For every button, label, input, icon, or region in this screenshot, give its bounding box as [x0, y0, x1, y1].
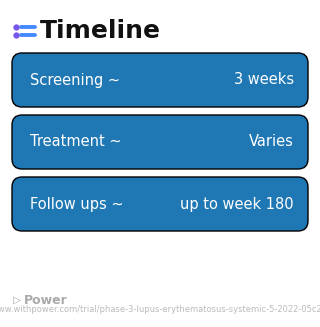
- Text: Screening ~: Screening ~: [30, 73, 120, 88]
- Text: www.withpower.com/trial/phase-3-lupus-erythematosus-systemic-5-2022-05c28: www.withpower.com/trial/phase-3-lupus-er…: [0, 304, 320, 314]
- Text: Treatment ~: Treatment ~: [30, 134, 122, 149]
- Text: Varies: Varies: [249, 134, 294, 149]
- FancyBboxPatch shape: [12, 115, 308, 169]
- Text: Follow ups ~: Follow ups ~: [30, 197, 124, 212]
- Text: Power: Power: [24, 294, 68, 306]
- FancyBboxPatch shape: [12, 177, 308, 231]
- Text: Timeline: Timeline: [40, 19, 161, 43]
- FancyBboxPatch shape: [12, 53, 308, 107]
- Text: ▷: ▷: [13, 295, 21, 305]
- Text: up to week 180: up to week 180: [180, 197, 294, 212]
- Text: 3 weeks: 3 weeks: [234, 73, 294, 88]
